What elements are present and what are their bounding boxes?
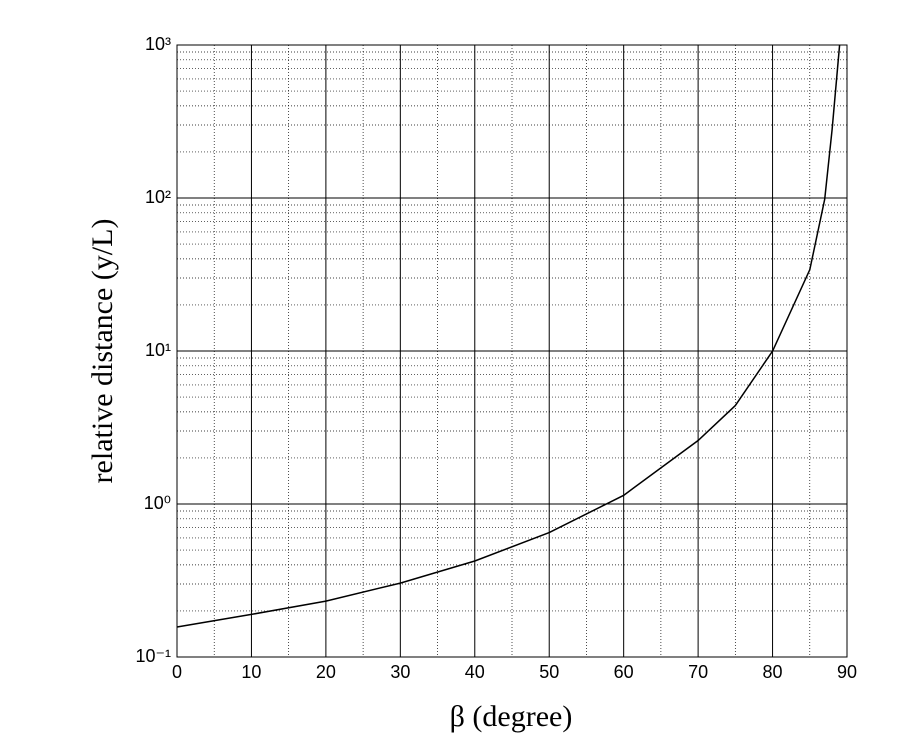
x-tick-label: 70 [688, 662, 708, 682]
x-tick-label: 60 [614, 662, 634, 682]
data-line [176, 44, 841, 628]
x-tick-label: 80 [763, 662, 783, 682]
y-tick-label: 10⁰ [144, 493, 171, 513]
y-axis-label: relative distance (y/L) [86, 219, 119, 484]
x-tick-label: 30 [390, 662, 410, 682]
x-tick-label: 0 [172, 662, 182, 682]
x-tick-label: 20 [316, 662, 336, 682]
x-tick-label: 40 [465, 662, 485, 682]
y-tick-label: 10⁻¹ [135, 646, 171, 666]
y-tick-label: 10¹ [145, 340, 171, 360]
x-tick-label: 50 [539, 662, 559, 682]
y-tick-label: 10² [145, 187, 171, 207]
x-tick-label: 10 [241, 662, 261, 682]
y-tick-label: 10³ [145, 34, 171, 54]
plot-frame [176, 44, 848, 658]
x-axis-label: β (degree) [450, 700, 573, 733]
x-tick-label: 90 [837, 662, 857, 682]
